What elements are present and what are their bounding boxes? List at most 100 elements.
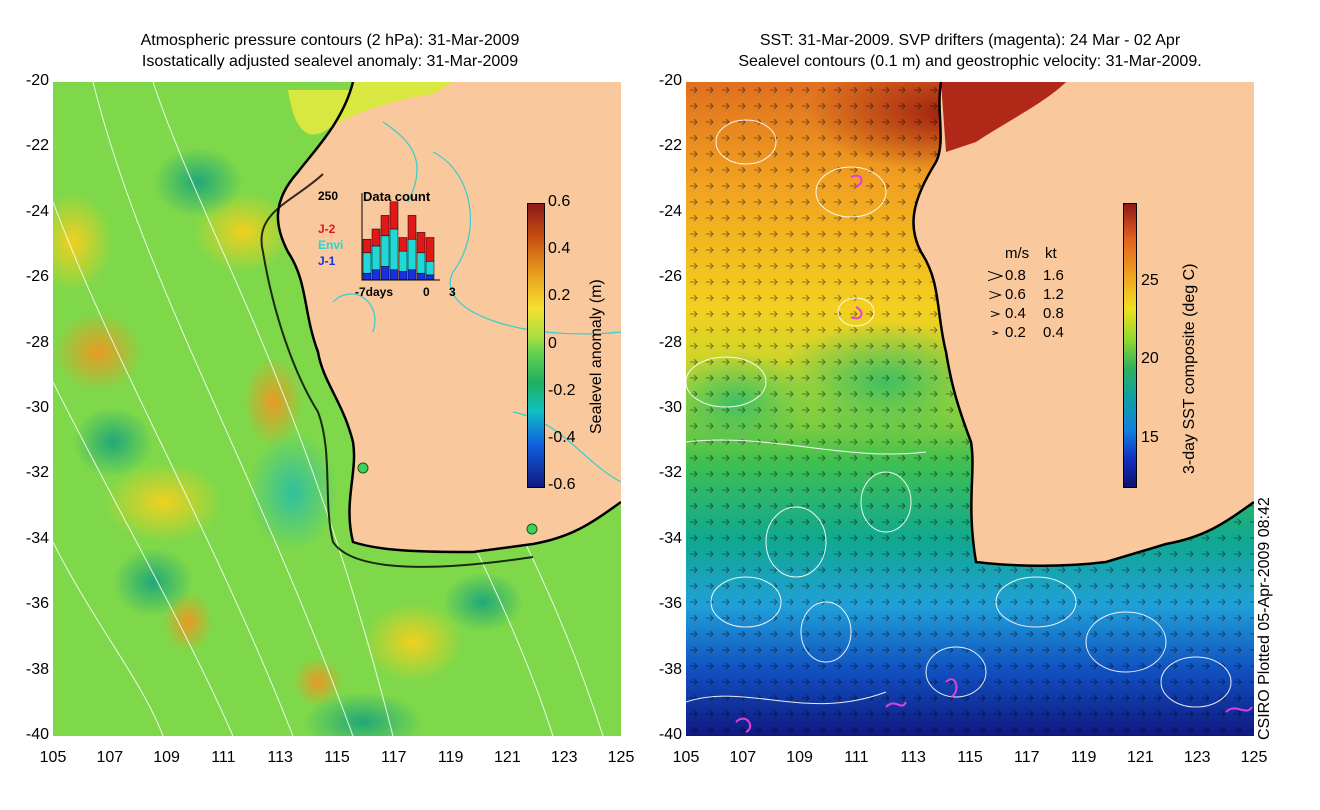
x-tick-label: 125 (607, 749, 635, 766)
inset-bar-envi (425, 261, 435, 276)
coastline-left (276, 82, 621, 554)
right-title-line1: SST: 31-Mar-2009. SVP drifters (magenta)… (759, 32, 1181, 49)
left-title-line2: Isostatically adjusted sealevel anomaly:… (141, 53, 519, 70)
y-tick-label: -34 (658, 529, 682, 547)
inset-xtick-zero: 0 (423, 285, 430, 299)
velocity-key-kt: 0.4 (1043, 324, 1064, 341)
colorbar-tick-label: 0 (548, 334, 557, 352)
right-colorbar-label: 3-day SST composite (deg C) (1181, 263, 1198, 474)
velocity-key-kt: 1.2 (1043, 286, 1064, 303)
y-tick-label: -28 (25, 333, 49, 351)
inset-bar-j-1 (416, 272, 426, 281)
colorbar-tick-label: -0.4 (548, 428, 576, 446)
y-tick-label: -32 (658, 464, 682, 482)
inset-ymax: 250 (318, 189, 339, 203)
inset-bar-j-2 (389, 201, 399, 230)
inset-bar-envi (362, 252, 372, 274)
inset-bar-j-1 (389, 269, 399, 281)
tide-gauge-marker (526, 523, 538, 535)
x-tick-label: 113 (267, 749, 293, 766)
y-tick-label: -38 (25, 660, 49, 678)
y-tick-label: -20 (658, 72, 682, 89)
x-tick-label: 115 (957, 749, 983, 766)
inset-bar-envi (371, 245, 381, 271)
velocity-key-arrow-icon (987, 270, 1003, 282)
y-tick-label: -36 (658, 595, 682, 613)
x-tick-label: 109 (786, 749, 813, 766)
velocity-key-arrow-icon (992, 330, 1000, 336)
inset-bar-j-2 (398, 237, 408, 252)
tide-gauge-marker (357, 462, 369, 474)
inset-title: Data count (363, 189, 431, 204)
x-tick-label: 119 (1070, 749, 1097, 766)
inset-bar-envi (389, 228, 399, 271)
colorbar-tick-label: 0.6 (548, 193, 571, 210)
inset-xtick-end: 3 (449, 285, 456, 299)
inset-legend-j2: J-2 (318, 222, 336, 236)
svp-drifters (735, 174, 1253, 733)
colorbar-tick-label: 15 (1141, 428, 1159, 446)
y-tick-label: -30 (658, 399, 682, 416)
velocity-key-arrow-icon (990, 310, 1001, 318)
inset-bar-envi (407, 238, 417, 271)
inset-bar-j-2 (362, 238, 372, 254)
velocity-key-header-kt: kt (1045, 245, 1057, 262)
colorbar-tick-label: 20 (1141, 350, 1159, 368)
y-tick-label: -24 (25, 202, 49, 220)
coastline-right (912, 82, 1254, 567)
velocity-key-ms: 0.8 (1005, 267, 1026, 284)
x-tick-label: 107 (96, 749, 124, 766)
inset-bars (361, 193, 440, 281)
x-tick-label: 121 (494, 749, 521, 766)
x-tick-label: 121 (1127, 749, 1154, 766)
y-tick-label: -40 (658, 726, 682, 743)
x-tick-label: 109 (153, 749, 180, 766)
y-tick-label: -40 (25, 726, 49, 743)
velocity-key-header-ms: m/s (1005, 245, 1030, 262)
right-map (686, 82, 1254, 736)
inset-bar-j-1 (362, 272, 372, 281)
colorbar-tick-label: 0.4 (548, 240, 571, 258)
y-tick-label: -32 (25, 464, 49, 482)
inset-bar-j-1 (371, 269, 381, 281)
data-count-inset: 250 Data count J-2 Envi J-1 -7days 0 3 (315, 185, 475, 305)
inset-legend-j1: J-1 (318, 254, 336, 268)
inset-bar-j-1 (407, 269, 417, 281)
velocity-key-ms: 0.6 (1005, 286, 1026, 303)
x-tick-label: 119 (437, 749, 464, 766)
velocity-key-ms: 0.2 (1005, 324, 1026, 341)
colorbar-tick-label: -0.2 (548, 381, 576, 399)
inset-bar-j-1 (380, 266, 390, 281)
australia-land-right (913, 82, 1254, 566)
x-tick-label: 123 (550, 749, 578, 766)
y-tick-label: -26 (25, 268, 49, 286)
x-tick-label: 105 (39, 749, 67, 766)
inset-bar-j-1 (398, 271, 408, 281)
right-title-line2: Sealevel contours (0.1 m) and geostrophi… (738, 53, 1202, 70)
x-tick-label: 107 (729, 749, 757, 766)
y-tick-label: -22 (25, 137, 49, 155)
y-tick-label: -38 (658, 660, 682, 678)
inset-bar-j-2 (407, 215, 417, 240)
plot-credit: CSIRO Plotted 05-Apr-2009 08:42 (1256, 497, 1273, 740)
velocity-key-kt: 0.8 (1043, 305, 1064, 322)
right-colorbar (1123, 203, 1137, 488)
x-tick-label: 113 (900, 749, 926, 766)
inset-xtick-start: -7days (355, 285, 394, 299)
x-tick-label: 111 (211, 749, 236, 766)
x-tick-label: 115 (324, 749, 350, 766)
inset-bar-j-2 (425, 237, 435, 262)
x-tick-label: 123 (1183, 749, 1211, 766)
inset-legend-envi: Envi (318, 238, 344, 252)
colorbar-tick-label: 25 (1141, 271, 1159, 289)
inset-bar-j-2 (380, 215, 390, 237)
sealevel-contours (686, 119, 1232, 708)
inset-bar-envi (380, 235, 390, 267)
x-tick-label: 105 (672, 749, 700, 766)
colorbar-tick-label: 0.2 (548, 287, 571, 305)
inset-bar-j-2 (371, 228, 381, 247)
y-tick-label: -20 (25, 72, 49, 89)
left-colorbar-label: Sealevel anomaly (m) (588, 279, 605, 434)
left-title-line1: Atmospheric pressure contours (2 hPa): 3… (140, 32, 520, 49)
y-tick-label: -36 (25, 595, 49, 613)
